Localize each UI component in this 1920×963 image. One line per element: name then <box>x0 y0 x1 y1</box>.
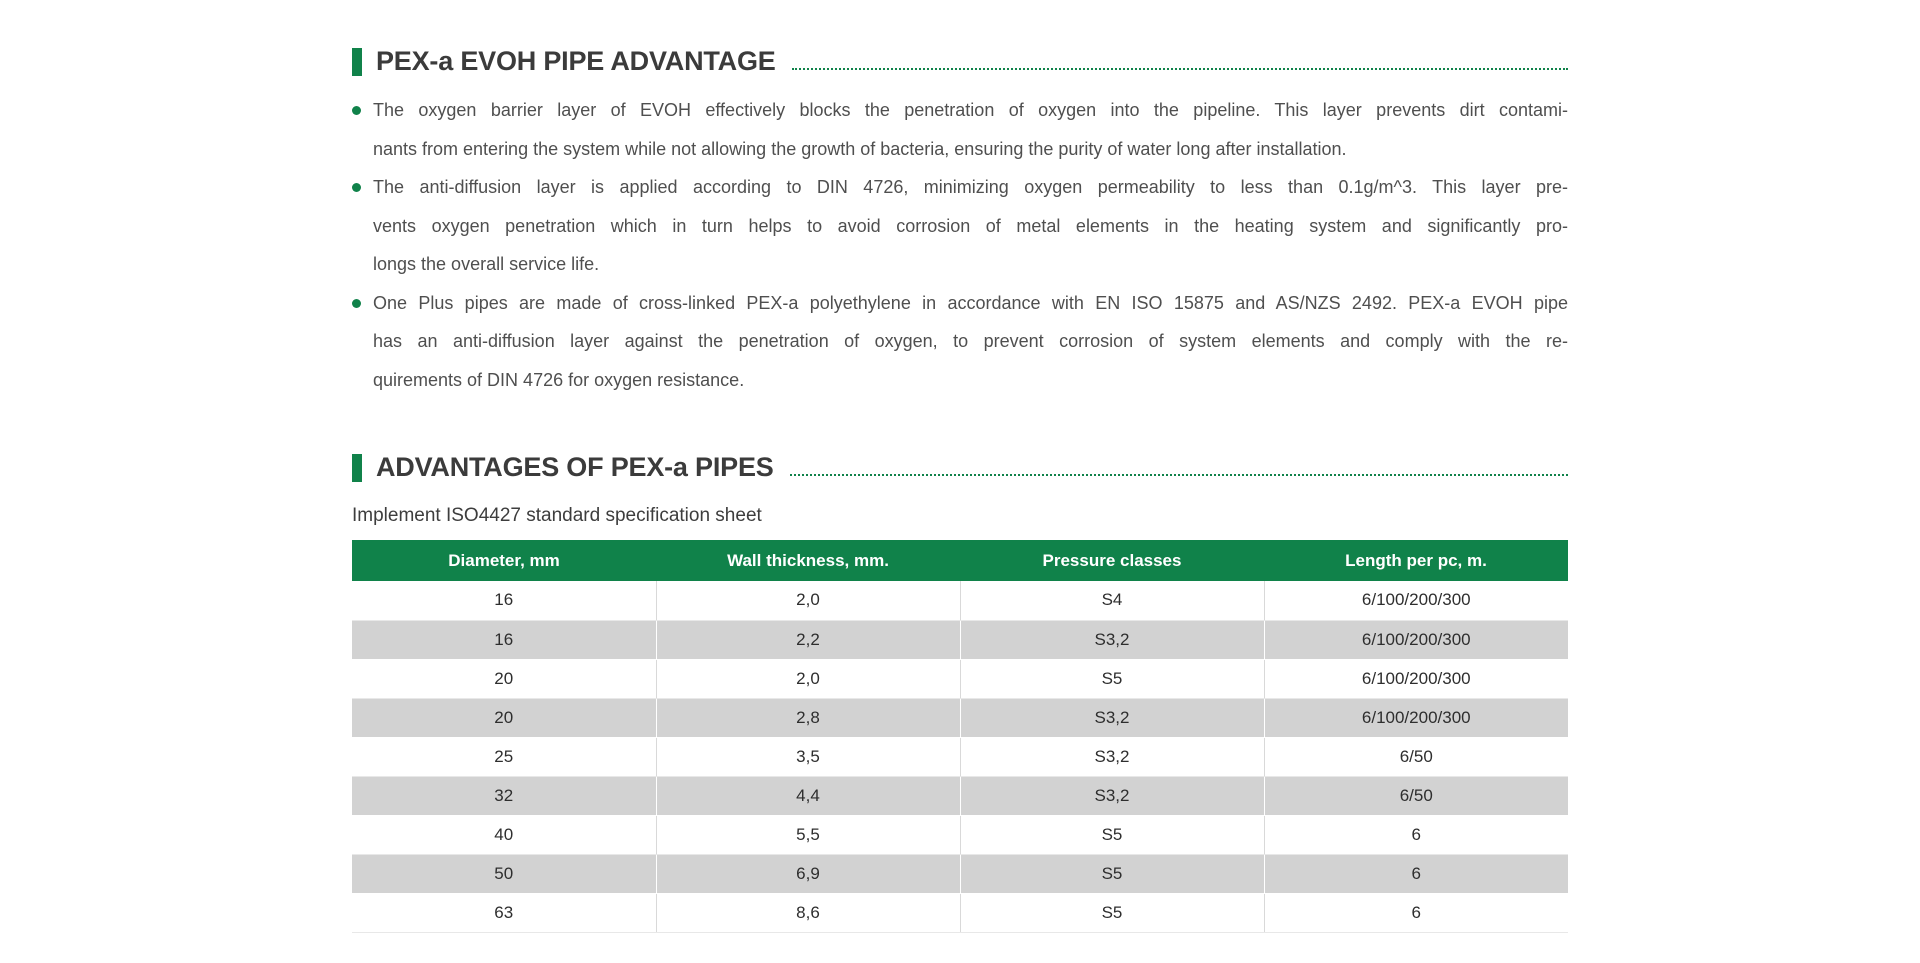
table-cell: 6/100/200/300 <box>1264 620 1568 660</box>
bullet-item: One Plus pipes are made of cross-linked … <box>352 284 1568 400</box>
table-cell: 20 <box>352 698 657 738</box>
table-cell: 6/100/200/300 <box>1264 659 1568 699</box>
table-cell: 16 <box>352 581 657 621</box>
table-row: 50 6,9 S5 6 <box>352 854 1568 894</box>
dotted-rule <box>789 474 1568 477</box>
table-cell: S5 <box>960 659 1265 699</box>
bullet-text: One Plus pipes are made of cross-linked … <box>373 284 1568 400</box>
page-content: PEX-a EVOH PIPE ADVANTAGE The oxygen bar… <box>352 0 1568 933</box>
bullet-line: vents oxygen penetration which in turn h… <box>373 215 1568 236</box>
table-cell: 25 <box>352 737 657 777</box>
spec-subtitle: Implement ISO4427 standard specification… <box>352 505 762 527</box>
table-cell: 2,0 <box>656 581 961 621</box>
bullet-dot-icon <box>352 183 361 193</box>
table-row: 20 2,8 S3,2 6/100/200/300 <box>352 698 1568 738</box>
table-row: 25 3,5 S3,2 6/50 <box>352 737 1568 777</box>
table-cell: 20 <box>352 659 657 699</box>
bullet-item: The anti-diffusion layer is applied acco… <box>352 168 1568 284</box>
table-cell: S3,2 <box>960 776 1265 816</box>
bullet-dot-icon <box>352 298 361 308</box>
table-cell: 50 <box>352 854 657 894</box>
dotted-rule <box>791 68 1568 71</box>
table-header-cell: Wall thickness, mm. <box>656 540 960 582</box>
bullet-line: The oxygen barrier layer of EVOH effecti… <box>373 100 1568 121</box>
table-cell: 6 <box>1264 815 1568 855</box>
table-cell: S5 <box>960 815 1265 855</box>
table-cell: 6/100/200/300 <box>1264 698 1568 738</box>
table-row: 16 2,2 S3,2 6/100/200/300 <box>352 620 1568 660</box>
section1-title: PEX-a EVOH PIPE ADVANTAGE <box>376 46 776 76</box>
table-row: 32 4,4 S3,2 6/50 <box>352 776 1568 816</box>
table-cell: 63 <box>352 893 657 933</box>
table-row: 16 2,0 S4 6/100/200/300 <box>352 581 1568 621</box>
table-cell: 6 <box>1264 893 1568 933</box>
section2-heading: ADVANTAGES OF PEX-a PIPES <box>352 452 1568 483</box>
table-cell: 6/100/200/300 <box>1264 581 1568 621</box>
table-cell: 6,9 <box>656 854 961 894</box>
section-marker-bar <box>352 453 362 482</box>
bullet-line: quirements of DIN 4726 for oxygen resist… <box>373 369 745 390</box>
bullet-item: The oxygen barrier layer of EVOH effecti… <box>352 91 1568 168</box>
table-row: 63 8,6 S5 6 <box>352 893 1568 933</box>
section2-title: ADVANTAGES OF PEX-a PIPES <box>376 452 774 483</box>
spec-table: Diameter, mm Wall thickness, mm. Pressur… <box>352 540 1568 933</box>
table-cell: 40 <box>352 815 657 855</box>
table-header-cell: Diameter, mm <box>352 540 656 582</box>
table-header-cell: Pressure classes <box>960 540 1264 582</box>
table-row: 20 2,0 S5 6/100/200/300 <box>352 659 1568 699</box>
table-cell: S5 <box>960 854 1265 894</box>
table-cell: 16 <box>352 620 657 660</box>
table-cell: S3,2 <box>960 737 1265 777</box>
table-cell: 3,5 <box>656 737 961 777</box>
section1-heading: PEX-a EVOH PIPE ADVANTAGE <box>352 46 1568 77</box>
advantage-bullet-list: The oxygen barrier layer of EVOH effecti… <box>352 91 1568 399</box>
table-cell: S5 <box>960 893 1265 933</box>
table-cell: 32 <box>352 776 657 816</box>
bullet-line: One Plus pipes are made of cross-linked … <box>373 292 1568 313</box>
table-cell: S3,2 <box>960 620 1265 660</box>
section2: ADVANTAGES OF PEX-a PIPES Implement ISO4… <box>352 452 1568 933</box>
bullet-line: longs the overall service life. <box>373 254 600 275</box>
table-cell: 6 <box>1264 854 1568 894</box>
table-cell: S4 <box>960 581 1265 621</box>
table-row: 40 5,5 S5 6 <box>352 815 1568 855</box>
section-marker-bar <box>352 47 362 76</box>
bullet-line: The anti-diffusion layer is applied acco… <box>373 177 1568 198</box>
bullet-line: nants from entering the system while not… <box>373 138 1347 159</box>
bullet-dot-icon <box>352 106 361 116</box>
table-cell: S3,2 <box>960 698 1265 738</box>
bullet-line: has an anti-diffusion layer against the … <box>373 331 1568 352</box>
table-cell: 2,2 <box>656 620 961 660</box>
table-cell: 4,4 <box>656 776 961 816</box>
table-cell: 8,6 <box>656 893 961 933</box>
table-header-cell: Length per pc, m. <box>1264 540 1568 582</box>
table-cell: 2,0 <box>656 659 961 699</box>
table-cell: 5,5 <box>656 815 961 855</box>
table-cell: 6/50 <box>1264 776 1568 816</box>
bullet-text: The oxygen barrier layer of EVOH effecti… <box>373 91 1568 168</box>
table-header-row: Diameter, mm Wall thickness, mm. Pressur… <box>352 540 1568 582</box>
bullet-text: The anti-diffusion layer is applied acco… <box>373 168 1568 284</box>
table-cell: 6/50 <box>1264 737 1568 777</box>
table-cell: 2,8 <box>656 698 961 738</box>
